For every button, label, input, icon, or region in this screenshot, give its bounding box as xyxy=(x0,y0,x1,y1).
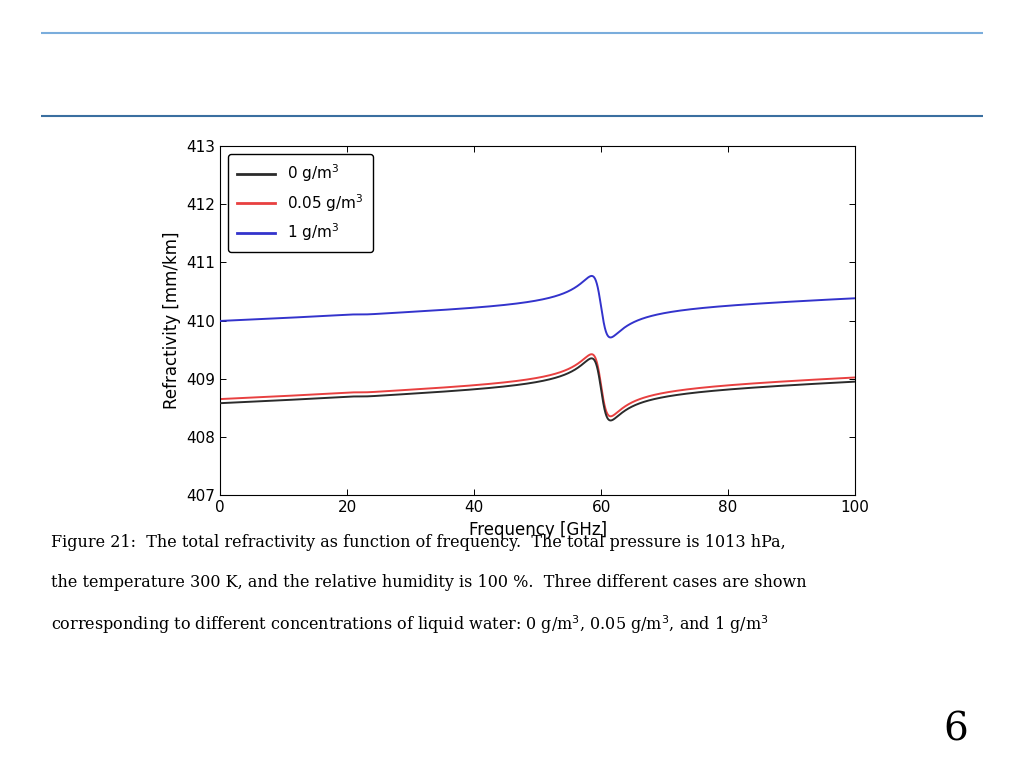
Legend: 0 g/m$^3$, 0.05 g/m$^3$, 1 g/m$^3$: 0 g/m$^3$, 0.05 g/m$^3$, 1 g/m$^3$ xyxy=(227,154,373,252)
1 g/m$^3$ xyxy=(214,316,226,326)
Text: the temperature 300 K, and the relative humidity is 100 %.  Three different case: the temperature 300 K, and the relative … xyxy=(51,574,807,591)
0 g/m$^3$ xyxy=(330,392,342,402)
X-axis label: Frequency [GHz]: Frequency [GHz] xyxy=(469,521,606,539)
1 g/m$^3$ xyxy=(736,300,749,310)
0.05 g/m$^3$ xyxy=(736,379,749,389)
0 g/m$^3$ xyxy=(736,384,749,393)
0.05 g/m$^3$ xyxy=(627,397,639,406)
1 g/m$^3$ xyxy=(330,311,342,320)
0 g/m$^3$ xyxy=(849,377,861,386)
Text: Refractivity of microwaves: Refractivity of microwaves xyxy=(236,54,788,96)
1 g/m$^3$ xyxy=(457,304,469,313)
0 g/m$^3$ xyxy=(214,399,226,408)
0 g/m$^3$ xyxy=(604,415,616,425)
0.05 g/m$^3$ xyxy=(849,373,861,382)
1 g/m$^3$ xyxy=(586,271,598,280)
0.05 g/m$^3$ xyxy=(330,389,342,398)
1 g/m$^3$ xyxy=(604,333,616,342)
0 g/m$^3$ xyxy=(627,402,639,411)
0.05 g/m$^3$ xyxy=(214,395,226,404)
0.05 g/m$^3$ xyxy=(604,412,616,421)
Line: 1 g/m$^3$: 1 g/m$^3$ xyxy=(220,276,855,337)
0.05 g/m$^3$ xyxy=(457,382,469,391)
Y-axis label: Refractivity [mm/km]: Refractivity [mm/km] xyxy=(163,232,181,409)
0.05 g/m$^3$ xyxy=(586,349,598,359)
Line: 0 g/m$^3$: 0 g/m$^3$ xyxy=(220,359,855,420)
1 g/m$^3$ xyxy=(688,304,700,313)
1 g/m$^3$ xyxy=(627,318,639,327)
0.05 g/m$^3$ xyxy=(595,380,607,389)
Text: corresponding to different concentrations of liquid water: 0 g/m$^3$, 0.05 g/m$^: corresponding to different concentration… xyxy=(51,614,769,637)
1 g/m$^3$ xyxy=(595,302,607,311)
0 g/m$^3$ xyxy=(595,385,607,394)
1 g/m$^3$ xyxy=(849,293,861,303)
Text: Figure 21:  The total refractivity as function of frequency.  The total pressure: Figure 21: The total refractivity as fun… xyxy=(51,534,786,551)
0.05 g/m$^3$ xyxy=(688,384,700,393)
Text: 6: 6 xyxy=(943,712,968,749)
0 g/m$^3$ xyxy=(586,354,598,363)
0 g/m$^3$ xyxy=(457,386,469,395)
0 g/m$^3$ xyxy=(688,388,700,397)
Line: 0.05 g/m$^3$: 0.05 g/m$^3$ xyxy=(220,354,855,416)
